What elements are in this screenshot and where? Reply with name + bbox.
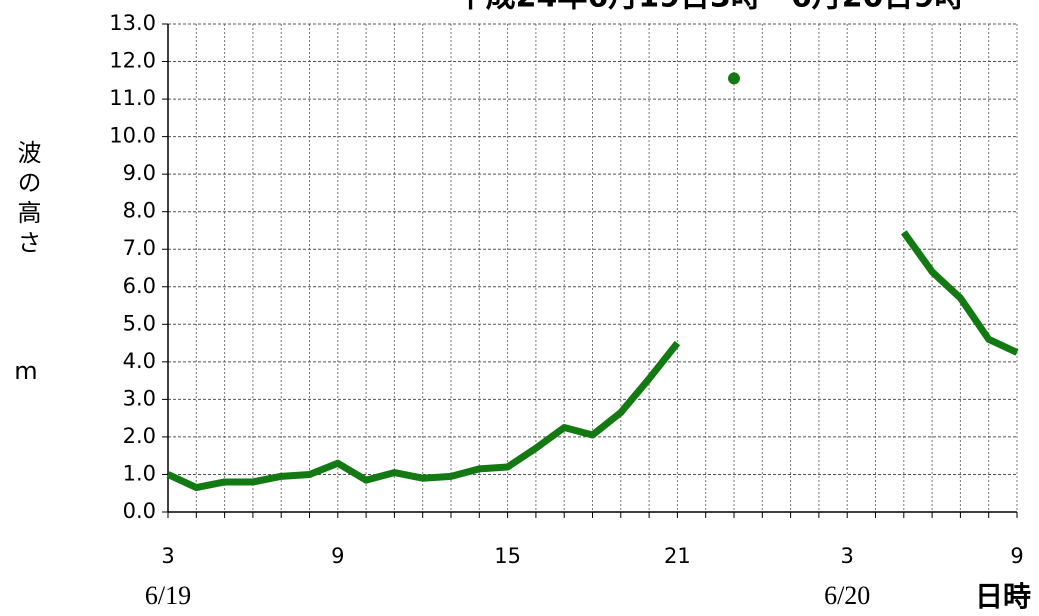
series-line: [900, 230, 1019, 356]
series-line: [166, 340, 681, 492]
y-tick-label: 2.0: [123, 424, 156, 448]
chart-title: 平成24年6月19日3時～6月20日9時: [456, 0, 965, 15]
y-tick-label: 5.0: [123, 311, 156, 335]
y-axis-unit: m: [14, 357, 37, 385]
date-label: 6/20: [824, 581, 870, 610]
x-tick-label: 21: [664, 544, 691, 568]
y-tick-label: 11.0: [109, 86, 156, 110]
x-tick-label: 3: [841, 544, 854, 568]
y-tick-label: 10.0: [109, 124, 156, 148]
y-tick-label: 8.0: [123, 199, 156, 223]
y-tick-label: 9.0: [123, 161, 156, 185]
x-tick-label: 3: [161, 544, 174, 568]
y-tick-label: 1.0: [123, 461, 156, 485]
x-tick-label: 9: [331, 544, 344, 568]
y-tick-label: 13.0: [109, 11, 156, 35]
y-tick-label: 7.0: [123, 236, 156, 260]
y-tick-label: 6.0: [123, 274, 156, 298]
x-axis-label: 日時: [975, 580, 1031, 613]
x-tick-label: 9: [1010, 544, 1023, 568]
x-tick-label: 15: [494, 544, 521, 568]
y-tick-label: 3.0: [123, 386, 156, 410]
y-tick-label: 12.0: [109, 49, 156, 73]
y-tick-label: 4.0: [123, 349, 156, 373]
data-point: [728, 72, 740, 85]
y-tick-label: 0.0: [123, 499, 156, 523]
date-label: 6/19: [145, 581, 191, 610]
y-axis-label: 波の高さ: [13, 140, 41, 260]
